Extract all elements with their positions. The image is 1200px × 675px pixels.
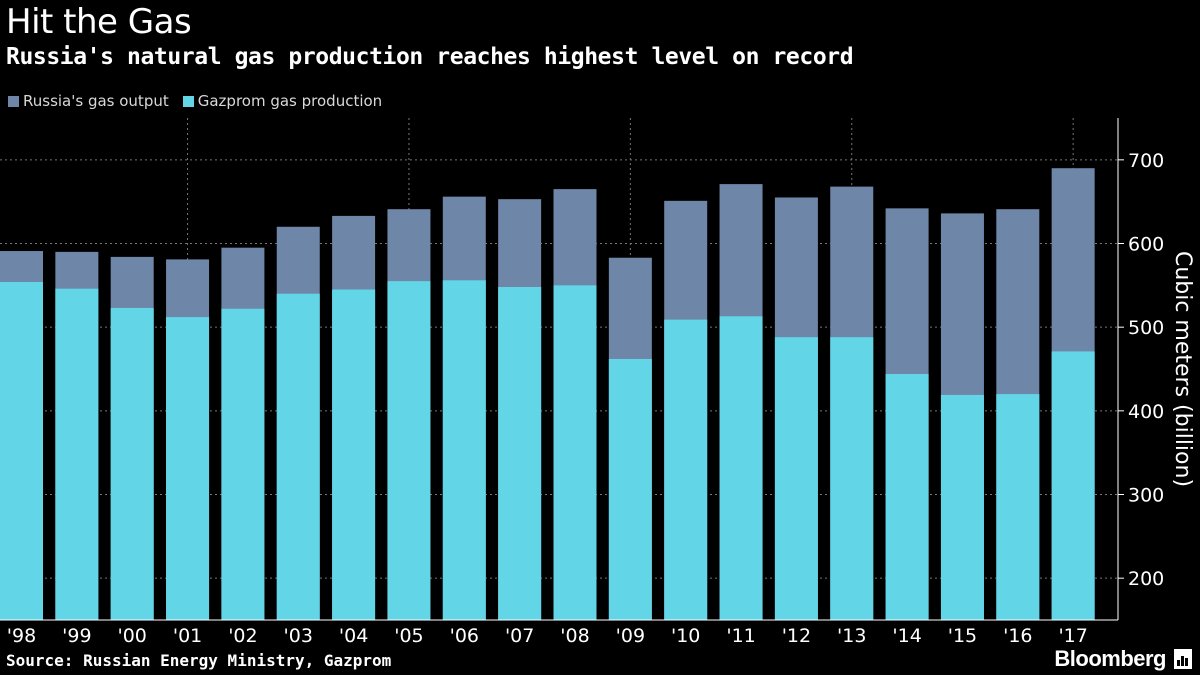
bar-gazprom-production [221, 308, 265, 620]
bar-gazprom-production [719, 316, 763, 620]
y-axis-title: Cubic meters (billion) [1170, 251, 1195, 487]
x-tick-label: '01 [173, 625, 202, 647]
x-tick-label: '15 [948, 625, 977, 647]
bar-gazprom-production [166, 317, 210, 620]
y-tick-label: 500 [1128, 317, 1164, 339]
y-tick-label: 600 [1128, 234, 1164, 256]
x-tick-label: '06 [450, 625, 479, 647]
x-tick-label: '05 [394, 625, 423, 647]
x-tick-label: '08 [560, 625, 589, 647]
bar-gazprom-production [996, 394, 1040, 620]
bar-gazprom-production [608, 358, 652, 620]
legend-label-gazprom: Gazprom gas production [197, 92, 383, 110]
y-tick-label: 400 [1128, 401, 1164, 423]
x-tick-label: '03 [284, 625, 313, 647]
bar-gazprom-production [940, 394, 984, 620]
bar-gazprom-production [664, 319, 708, 620]
y-tick-label: 300 [1128, 485, 1164, 507]
x-tick-label: '14 [892, 625, 921, 647]
x-tick-label: '13 [837, 625, 866, 647]
bar-gazprom-production [774, 337, 818, 620]
legend-item-gazprom: Gazprom gas production [182, 92, 383, 110]
legend-swatch-gazprom [182, 95, 194, 107]
legend-swatch-russia [8, 95, 19, 107]
chart-subtitle: Russia's natural gas production reaches … [6, 44, 854, 70]
bar-gazprom-production [885, 374, 929, 620]
x-tick-label: '02 [228, 625, 257, 647]
bar-gazprom-production [830, 337, 874, 620]
bar-gazprom-production [553, 285, 597, 620]
bar-gazprom-production [387, 281, 431, 620]
x-tick-label: '10 [671, 625, 700, 647]
bloomberg-bars-icon [1174, 649, 1192, 669]
x-tick-label: '07 [505, 625, 534, 647]
bar-gazprom-production [55, 288, 99, 620]
y-tick-label: 200 [1128, 568, 1164, 590]
x-tick-label: '17 [1058, 625, 1087, 647]
legend-item-russia: Russia's gas output [8, 92, 169, 110]
x-tick-label: '98 [7, 625, 36, 647]
x-tick-label: '12 [782, 625, 811, 647]
chart-legend: Russia's gas output Gazprom gas producti… [8, 90, 382, 112]
bar-gazprom-production [276, 293, 320, 620]
bar-gazprom-production [442, 280, 486, 620]
x-tick-label: '16 [1003, 625, 1032, 647]
bloomberg-logo: Bloomberg [1054, 646, 1166, 671]
x-tick-label: '99 [62, 625, 91, 647]
y-tick-label: 700 [1128, 150, 1164, 172]
x-tick-label: '11 [726, 625, 755, 647]
x-tick-label: '00 [117, 625, 146, 647]
bar-gazprom-production [0, 281, 43, 620]
x-tick-label: '09 [616, 625, 645, 647]
chart-title: Hit the Gas [6, 2, 192, 42]
source-note: Source: Russian Energy Ministry, Gazprom [6, 651, 392, 670]
bar-gazprom-production [110, 307, 154, 620]
x-tick-label: '04 [339, 625, 368, 647]
bar-gazprom-production [332, 289, 376, 620]
bar-gazprom-production [498, 287, 542, 620]
bar-gazprom-production [1051, 351, 1095, 620]
legend-label-russia: Russia's gas output [23, 92, 169, 110]
